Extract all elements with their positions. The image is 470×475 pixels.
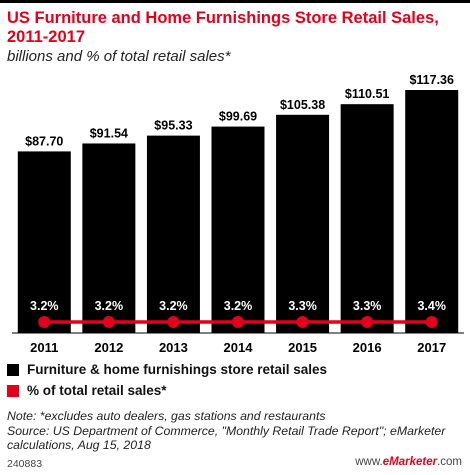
bar-value-label: $91.54 xyxy=(90,126,128,140)
legend-swatch-sales xyxy=(7,363,19,376)
brand-prefix: www. xyxy=(355,456,383,468)
bar-value-label: $105.38 xyxy=(280,98,325,112)
x-tick-label: 2015 xyxy=(288,340,317,355)
legend-item-sales: Furniture & home furnishings store retai… xyxy=(7,362,327,377)
legend-item-share: % of total retail sales* xyxy=(7,383,167,398)
bar xyxy=(17,151,71,333)
bar-value-label: $99.69 xyxy=(219,110,257,124)
bar-value-label: $117.36 xyxy=(409,73,454,87)
chart-title: US Furniture and Home Furnishings Store … xyxy=(7,9,439,46)
share-value-label: 3.2% xyxy=(159,299,188,313)
source-note: Note: *excludes auto dealers, gas statio… xyxy=(7,409,462,453)
legend-swatch-share xyxy=(7,384,19,397)
legend-label-share: % of total retail sales* xyxy=(27,383,167,398)
legend-label-sales: Furniture & home furnishings store retai… xyxy=(27,362,328,377)
x-tick-label: 2013 xyxy=(159,340,188,355)
share-point xyxy=(425,316,438,328)
bar xyxy=(405,90,459,333)
share-point xyxy=(361,316,374,328)
share-value-label: 3.3% xyxy=(288,299,317,313)
share-value-label: 3.4% xyxy=(417,299,446,313)
x-tick-label: 2016 xyxy=(353,340,382,355)
chart-subtitle: billions and % of total retail sales* xyxy=(7,48,231,65)
bar-line-chart: $87.70 2011 $91.54 2012 $95.33 2013 $99.69 2014… xyxy=(12,73,464,355)
x-tick-label: 2014 xyxy=(224,340,254,355)
share-point xyxy=(167,316,180,328)
source-note-line: Source: US Department of Commerce, "Mont… xyxy=(7,423,446,453)
source-note-line: Note: *excludes auto dealers, gas statio… xyxy=(7,409,326,423)
brand-suffix: .com xyxy=(437,456,462,468)
bar xyxy=(211,126,265,333)
chart-id: 240883 xyxy=(7,458,43,470)
bar xyxy=(146,135,200,333)
bar xyxy=(276,114,330,334)
bar-value-label: $110.51 xyxy=(345,87,390,101)
brand-name: eMarketer xyxy=(382,456,438,468)
share-point xyxy=(296,316,309,328)
bar-value-label: $95.33 xyxy=(154,119,192,133)
brand-logo: www.eMarketer.com xyxy=(355,456,462,468)
share-point xyxy=(232,316,244,328)
share-value-label: 3.2% xyxy=(224,299,253,313)
bar xyxy=(340,104,394,333)
top-rule xyxy=(0,0,470,3)
bar-value-label: $87.70 xyxy=(25,134,63,148)
share-point xyxy=(38,316,51,328)
x-tick-label: 2017 xyxy=(417,340,446,355)
share-value-label: 3.2% xyxy=(30,299,59,313)
share-value-label: 3.3% xyxy=(353,299,382,313)
share-value-label: 3.2% xyxy=(95,299,124,313)
share-point xyxy=(102,316,115,328)
x-tick-label: 2011 xyxy=(30,340,58,355)
bar xyxy=(82,143,136,333)
x-tick-label: 2012 xyxy=(94,340,123,355)
